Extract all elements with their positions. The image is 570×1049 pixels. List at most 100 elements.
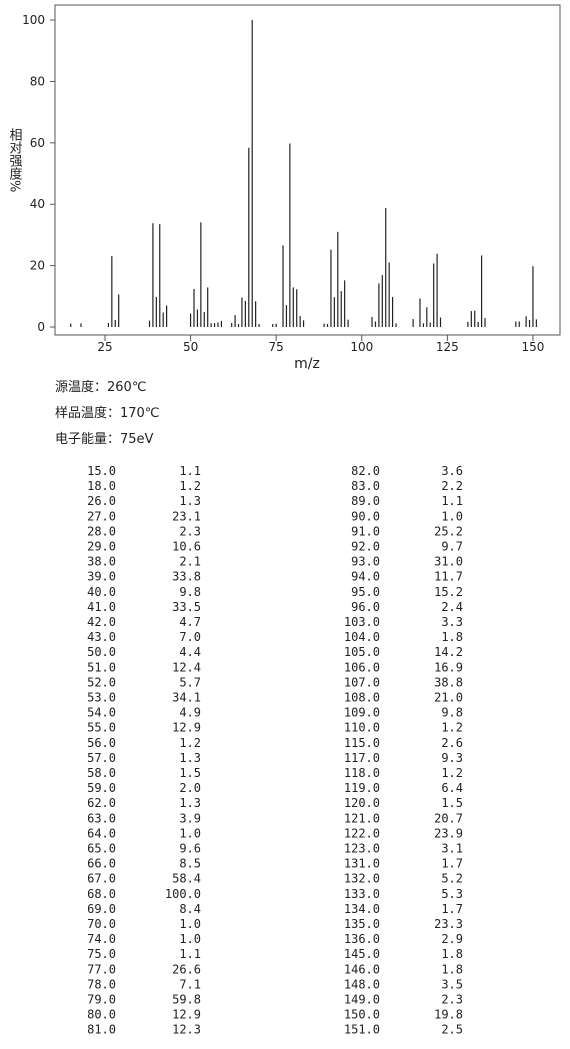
intensity-cell: 3.6 bbox=[441, 464, 463, 478]
mz-cell: 70.0 bbox=[87, 917, 116, 931]
info-line: 样品温度：170℃ bbox=[55, 405, 159, 421]
intensity-cell: 1.0 bbox=[179, 932, 201, 946]
mz-cell: 43.0 bbox=[87, 630, 116, 644]
intensity-cell: 7.0 bbox=[179, 630, 201, 644]
mz-cell: 65.0 bbox=[87, 842, 116, 856]
mz-cell: 109.0 bbox=[344, 706, 380, 720]
intensity-cell: 33.5 bbox=[172, 600, 201, 614]
mz-cell: 56.0 bbox=[87, 736, 116, 750]
mz-cell: 151.0 bbox=[344, 1023, 380, 1037]
mz-cell: 26.0 bbox=[87, 494, 116, 508]
mz-cell: 62.0 bbox=[87, 796, 116, 810]
intensity-cell: 15.2 bbox=[434, 585, 463, 599]
mz-cell: 80.0 bbox=[87, 1008, 116, 1022]
x-tick-label: 150 bbox=[521, 340, 544, 354]
intensity-cell: 12.4 bbox=[172, 660, 201, 674]
mz-cell: 40.0 bbox=[87, 585, 116, 599]
intensity-cell: 20.7 bbox=[434, 811, 463, 825]
mz-cell: 92.0 bbox=[351, 540, 380, 554]
mz-cell: 136.0 bbox=[344, 932, 380, 946]
intensity-cell: 4.9 bbox=[179, 706, 201, 720]
mz-cell: 78.0 bbox=[87, 977, 116, 991]
y-tick-label: 40 bbox=[30, 197, 45, 211]
intensity-cell: 26.6 bbox=[172, 962, 201, 976]
intensity-cell: 5.3 bbox=[441, 887, 463, 901]
mz-cell: 107.0 bbox=[344, 675, 380, 689]
intensity-cell: 3.9 bbox=[179, 811, 201, 825]
intensity-cell: 16.9 bbox=[434, 660, 463, 674]
intensity-cell: 14.2 bbox=[434, 645, 463, 659]
intensity-cell: 9.8 bbox=[179, 585, 201, 599]
intensity-cell: 1.8 bbox=[441, 947, 463, 961]
mz-cell: 146.0 bbox=[344, 962, 380, 976]
mz-cell: 108.0 bbox=[344, 691, 380, 705]
intensity-cell: 2.5 bbox=[441, 1023, 463, 1037]
mz-cell: 82.0 bbox=[351, 464, 380, 478]
intensity-cell: 3.1 bbox=[441, 842, 463, 856]
intensity-cell: 12.3 bbox=[172, 1023, 201, 1037]
intensity-cell: 1.7 bbox=[441, 902, 463, 916]
mz-cell: 55.0 bbox=[87, 721, 116, 735]
mz-cell: 77.0 bbox=[87, 962, 116, 976]
intensity-cell: 23.9 bbox=[434, 826, 463, 840]
mz-cell: 105.0 bbox=[344, 645, 380, 659]
x-tick-label: 25 bbox=[97, 340, 112, 354]
intensity-cell: 1.3 bbox=[179, 494, 201, 508]
intensity-cell: 12.9 bbox=[172, 1008, 201, 1022]
mz-cell: 51.0 bbox=[87, 660, 116, 674]
mz-cell: 96.0 bbox=[351, 600, 380, 614]
intensity-cell: 1.3 bbox=[179, 796, 201, 810]
intensity-cell: 59.8 bbox=[172, 993, 201, 1007]
intensity-cell: 1.0 bbox=[179, 917, 201, 931]
mz-cell: 15.0 bbox=[87, 464, 116, 478]
intensity-cell: 12.9 bbox=[172, 721, 201, 735]
intensity-cell: 4.4 bbox=[179, 645, 201, 659]
intensity-cell: 1.8 bbox=[441, 962, 463, 976]
intensity-cell: 2.9 bbox=[441, 932, 463, 946]
intensity-cell: 9.7 bbox=[441, 540, 463, 554]
mz-cell: 38.0 bbox=[87, 555, 116, 569]
mz-cell: 74.0 bbox=[87, 932, 116, 946]
intensity-cell: 9.6 bbox=[179, 842, 201, 856]
intensity-cell: 9.8 bbox=[441, 706, 463, 720]
y-tick-label: 60 bbox=[30, 136, 45, 150]
mz-cell: 52.0 bbox=[87, 675, 116, 689]
x-tick-label: 75 bbox=[269, 340, 284, 354]
mz-cell: 81.0 bbox=[87, 1023, 116, 1037]
mz-cell: 94.0 bbox=[351, 570, 380, 584]
intensity-cell: 25.2 bbox=[434, 524, 463, 538]
intensity-cell: 2.1 bbox=[179, 555, 201, 569]
mz-cell: 58.0 bbox=[87, 766, 116, 780]
mz-cell: 50.0 bbox=[87, 645, 116, 659]
intensity-cell: 1.0 bbox=[441, 509, 463, 523]
intensity-cell: 1.1 bbox=[179, 464, 201, 478]
intensity-cell: 23.3 bbox=[434, 917, 463, 931]
intensity-cell: 2.6 bbox=[441, 736, 463, 750]
intensity-cell: 1.3 bbox=[179, 751, 201, 765]
mz-cell: 123.0 bbox=[344, 842, 380, 856]
intensity-cell: 100.0 bbox=[165, 887, 201, 901]
mz-cell: 39.0 bbox=[87, 570, 116, 584]
intensity-cell: 38.8 bbox=[434, 675, 463, 689]
mz-cell: 134.0 bbox=[344, 902, 380, 916]
mz-cell: 28.0 bbox=[87, 524, 116, 538]
mz-cell: 117.0 bbox=[344, 751, 380, 765]
intensity-cell: 33.8 bbox=[172, 570, 201, 584]
intensity-cell: 3.5 bbox=[441, 977, 463, 991]
mz-cell: 83.0 bbox=[351, 479, 380, 493]
mz-cell: 106.0 bbox=[344, 660, 380, 674]
mz-cell: 149.0 bbox=[344, 993, 380, 1007]
intensity-cell: 2.3 bbox=[441, 993, 463, 1007]
mz-cell: 133.0 bbox=[344, 887, 380, 901]
mz-cell: 104.0 bbox=[344, 630, 380, 644]
mz-cell: 118.0 bbox=[344, 766, 380, 780]
intensity-cell: 19.8 bbox=[434, 1008, 463, 1022]
mz-cell: 29.0 bbox=[87, 540, 116, 554]
intensity-cell: 3.3 bbox=[441, 615, 463, 629]
y-tick-label: 80 bbox=[30, 74, 45, 88]
intensity-cell: 1.5 bbox=[179, 766, 201, 780]
y-tick-label: 0 bbox=[37, 320, 45, 334]
mz-cell: 42.0 bbox=[87, 615, 116, 629]
mz-cell: 69.0 bbox=[87, 902, 116, 916]
